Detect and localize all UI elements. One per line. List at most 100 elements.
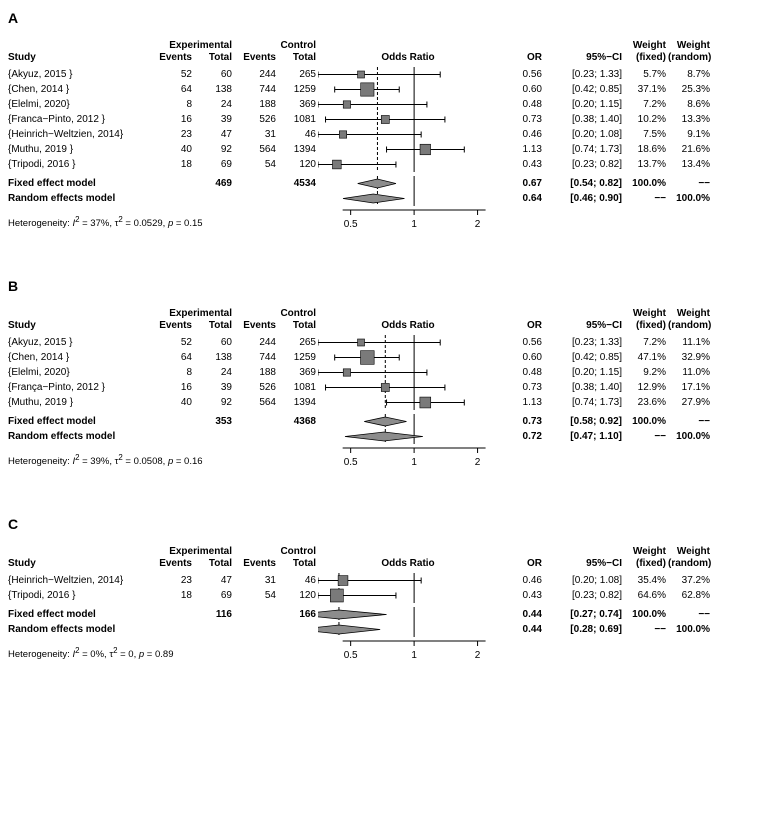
or-value: 0.73 <box>500 114 542 125</box>
hdr-exp-total: Total <box>194 52 232 64</box>
ci-value: [0.74; 1.73] <box>544 144 622 155</box>
hdr-exp-group: Experimental <box>150 546 232 558</box>
heterogeneity: Heterogeneity: I2 = 39%, τ2 = 0.0508, p … <box>8 453 316 467</box>
fixed-or: 0.44 <box>500 609 542 620</box>
svg-text:1: 1 <box>411 457 417 468</box>
forest-marker <box>318 157 498 172</box>
exp-total-sum: 353 <box>194 416 232 427</box>
exp-total: 47 <box>194 575 232 586</box>
ctrl-events: 744 <box>234 84 276 95</box>
ctrl-total-sum: 4534 <box>278 178 316 189</box>
hdr-ci: 95%−CI <box>544 320 622 332</box>
ctrl-events: 31 <box>234 575 276 586</box>
forest-grid: ExperimentalControl WeightWeight Study Even… <box>8 546 772 667</box>
svg-text:0.5: 0.5 <box>344 650 358 661</box>
exp-total: 39 <box>194 382 232 393</box>
ci-value: [0.38; 1.40] <box>544 382 622 393</box>
random-diamond <box>318 191 498 206</box>
or-value: 0.56 <box>500 337 542 348</box>
wr-value: 13.3% <box>668 114 710 125</box>
ctrl-total: 46 <box>278 129 316 140</box>
hdr-study: Study <box>8 320 148 332</box>
wf-value: 10.2% <box>624 114 666 125</box>
or-value: 0.73 <box>500 382 542 393</box>
study-label: {Chen, 2014 } <box>8 352 148 363</box>
forest-marker <box>318 573 498 588</box>
wr-value: 9.1% <box>668 129 710 140</box>
exp-events: 8 <box>150 99 192 110</box>
forest-marker <box>318 97 498 112</box>
hdr-ctrl-events: Events <box>234 558 276 570</box>
hdr-exp-total: Total <box>194 558 232 570</box>
ci-value: [0.42; 0.85] <box>544 84 622 95</box>
hdr-exp-events: Events <box>150 52 192 64</box>
exp-total: 69 <box>194 590 232 601</box>
wr-value: 62.8% <box>668 590 710 601</box>
hdr-wf-top: Weight <box>624 546 666 558</box>
forest-grid: ExperimentalControlWeightWeightStudyEven… <box>8 308 772 474</box>
exp-events: 18 <box>150 590 192 601</box>
wf-value: 7.5% <box>624 129 666 140</box>
random-or: 0.64 <box>500 193 542 204</box>
study-label: {Elelmi, 2020} <box>8 99 148 110</box>
ctrl-total: 265 <box>278 69 316 80</box>
fixed-or: 0.67 <box>500 178 542 189</box>
study-label: {Chen, 2014 } <box>8 84 148 95</box>
svg-text:1: 1 <box>411 650 417 661</box>
forest-marker <box>318 350 498 365</box>
fixed-wf: 100.0% <box>624 416 666 427</box>
svg-text:0.5: 0.5 <box>344 457 358 468</box>
ci-value: [0.23; 0.82] <box>544 590 622 601</box>
study-label: {Franca−Pinto, 2012 } <box>8 114 148 125</box>
svg-text:0.5: 0.5 <box>344 219 358 230</box>
random-label: Random effects model <box>8 193 148 204</box>
exp-events: 64 <box>150 84 192 95</box>
forest-panel-C: C ExperimentalControl WeightWeight Study Eve… <box>8 516 772 667</box>
random-label: Random effects model <box>8 431 148 442</box>
ci-value: [0.74; 1.73] <box>544 397 622 408</box>
or-value: 0.60 <box>500 84 542 95</box>
or-value: 0.46 <box>500 575 542 586</box>
wf-value: 37.1% <box>624 84 666 95</box>
ctrl-total-sum: 4368 <box>278 416 316 427</box>
wf-value: 9.2% <box>624 367 666 378</box>
exp-total-sum: 469 <box>194 178 232 189</box>
forest-panel-A: AExperimentalControlWeightWeightStudyEve… <box>8 10 772 236</box>
or-value: 1.13 <box>500 397 542 408</box>
hdr-or: OR <box>500 52 542 64</box>
svg-text:2: 2 <box>475 650 481 661</box>
hdr-ctrl-group: Control <box>234 546 316 558</box>
ci-value: [0.23; 0.82] <box>544 159 622 170</box>
fixed-or: 0.73 <box>500 416 542 427</box>
exp-events: 16 <box>150 382 192 393</box>
exp-total-sum: 116 <box>194 609 232 620</box>
forest-marker <box>318 395 498 410</box>
wf-value: 23.6% <box>624 397 666 408</box>
ctrl-total: 46 <box>278 575 316 586</box>
fixed-diamond <box>318 607 498 622</box>
wr-value: 37.2% <box>668 575 710 586</box>
ctrl-total: 1259 <box>278 84 316 95</box>
heterogeneity: Heterogeneity: I2 = 37%, τ2 = 0.0529, p … <box>8 215 316 229</box>
exp-total: 138 <box>194 352 232 363</box>
wr-value: 11.0% <box>668 367 710 378</box>
ci-value: [0.20; 1.08] <box>544 575 622 586</box>
study-label: {Heinrich−Weltzien, 2014} <box>8 575 148 586</box>
fixed-label: Fixed effect model <box>8 609 148 620</box>
hdr-wf-top: Weight <box>624 40 666 52</box>
exp-events: 40 <box>150 144 192 155</box>
forest-marker <box>318 112 498 127</box>
random-wr: 100.0% <box>668 431 710 442</box>
random-wr: 100.0% <box>668 624 710 635</box>
hdr-study: Study <box>8 558 148 570</box>
fixed-label: Fixed effect model <box>8 178 148 189</box>
ctrl-events: 744 <box>234 352 276 363</box>
panel-label: C <box>8 516 772 532</box>
hdr-wr-top: Weight <box>668 546 710 558</box>
wr-value: 25.3% <box>668 84 710 95</box>
forest-marker <box>318 82 498 97</box>
ctrl-total: 265 <box>278 337 316 348</box>
random-ci: [0.28; 0.69] <box>544 624 622 635</box>
ctrl-total: 369 <box>278 367 316 378</box>
exp-total: 47 <box>194 129 232 140</box>
